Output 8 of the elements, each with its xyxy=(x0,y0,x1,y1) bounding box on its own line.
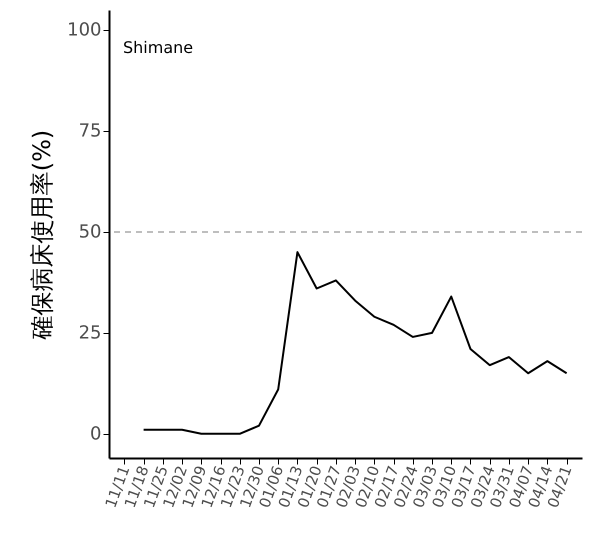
y-tick-label: 25 xyxy=(78,322,102,344)
y-tick-label: 0 xyxy=(90,423,102,444)
line-series xyxy=(142,251,568,435)
annotation: Shimane xyxy=(123,38,194,57)
y-axis-title: 確保病床使用率(%) xyxy=(28,130,56,340)
y-tick-label: 100 xyxy=(67,20,102,41)
y-tick-label: 50 xyxy=(78,221,102,242)
y-tick-label: 75 xyxy=(78,120,102,142)
